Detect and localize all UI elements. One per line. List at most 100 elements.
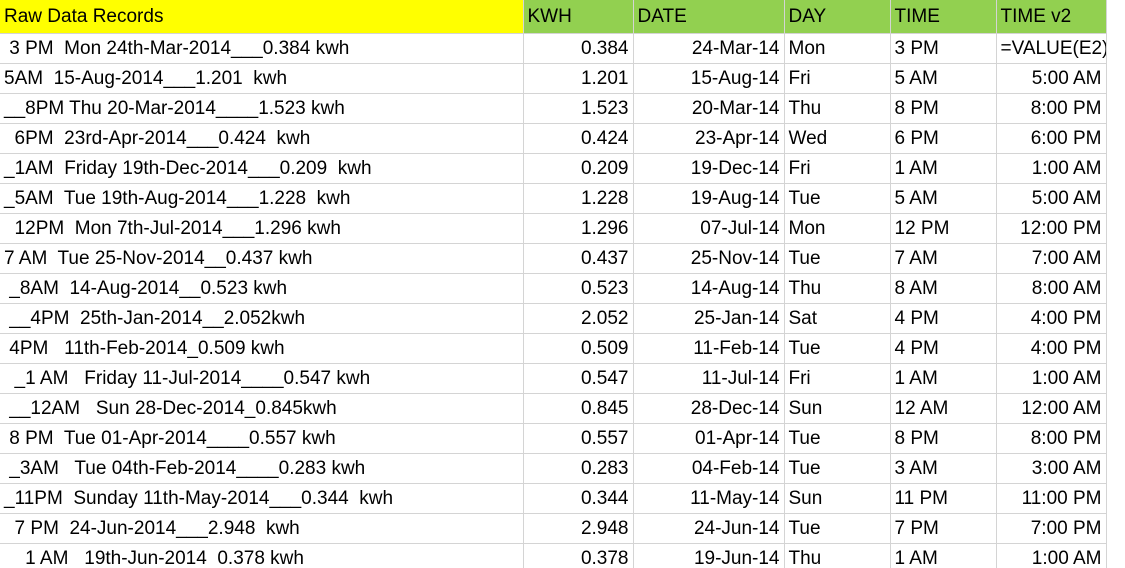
cell-time-v2[interactable]: 7:00 AM	[996, 243, 1107, 274]
cell-kwh[interactable]: 1.296	[523, 213, 634, 244]
cell-kwh[interactable]: 1.201	[523, 63, 634, 94]
cell-kwh[interactable]: 0.845	[523, 393, 634, 424]
cell-kwh[interactable]: 1.228	[523, 183, 634, 214]
cell-raw-record[interactable]: 7 AM Tue 25-Nov-2014__0.437 kwh	[0, 243, 524, 274]
cell-day[interactable]: Mon	[784, 213, 891, 244]
cell-kwh[interactable]: 0.557	[523, 423, 634, 454]
cell-time[interactable]: 12 PM	[890, 213, 997, 244]
cell-raw-record[interactable]: 8 PM Tue 01-Apr-2014____0.557 kwh	[0, 423, 524, 454]
cell-time[interactable]: 3 PM	[890, 33, 997, 64]
cell-time-v2[interactable]: 5:00 AM	[996, 183, 1107, 214]
cell-kwh[interactable]: 0.437	[523, 243, 634, 274]
header-cell-raw-data-records[interactable]: Raw Data Records	[0, 0, 524, 34]
cell-time-v2[interactable]: =VALUE(E2)	[996, 33, 1107, 64]
cell-time-v2[interactable]: 4:00 PM	[996, 303, 1107, 334]
cell-date[interactable]: 04-Feb-14	[633, 453, 785, 484]
cell-raw-record[interactable]: 12PM Mon 7th-Jul-2014___1.296 kwh	[0, 213, 524, 244]
cell-day[interactable]: Fri	[784, 153, 891, 184]
cell-day[interactable]: Tue	[784, 513, 891, 544]
cell-time-v2[interactable]: 12:00 PM	[996, 213, 1107, 244]
cell-date[interactable]: 11-Feb-14	[633, 333, 785, 364]
cell-kwh[interactable]: 0.523	[523, 273, 634, 304]
header-cell-kwh[interactable]: KWH	[523, 0, 634, 34]
cell-date[interactable]: 11-Jul-14	[633, 363, 785, 394]
header-cell-date[interactable]: DATE	[633, 0, 785, 34]
cell-date[interactable]: 24-Mar-14	[633, 33, 785, 64]
cell-time[interactable]: 1 AM	[890, 153, 997, 184]
cell-time[interactable]: 1 AM	[890, 543, 997, 568]
cell-time-v2[interactable]: 5:00 AM	[996, 63, 1107, 94]
header-cell-time[interactable]: TIME	[890, 0, 997, 34]
cell-time[interactable]: 4 PM	[890, 333, 997, 364]
cell-time-v2[interactable]: 1:00 AM	[996, 543, 1107, 568]
header-cell-time-v2[interactable]: TIME v2	[996, 0, 1107, 34]
cell-raw-record[interactable]: _3AM Tue 04th-Feb-2014____0.283 kwh	[0, 453, 524, 484]
cell-raw-record[interactable]: 7 PM 24-Jun-2014___2.948 kwh	[0, 513, 524, 544]
cell-kwh[interactable]: 1.523	[523, 93, 634, 124]
cell-date[interactable]: 20-Mar-14	[633, 93, 785, 124]
cell-kwh[interactable]: 2.948	[523, 513, 634, 544]
cell-raw-record[interactable]: _1 AM Friday 11-Jul-2014____0.547 kwh	[0, 363, 524, 394]
cell-raw-record[interactable]: _5AM Tue 19th-Aug-2014___1.228 kwh	[0, 183, 524, 214]
cell-day[interactable]: Thu	[784, 273, 891, 304]
cell-time[interactable]: 5 AM	[890, 63, 997, 94]
cell-kwh[interactable]: 0.344	[523, 483, 634, 514]
cell-raw-record[interactable]: __12AM Sun 28-Dec-2014_0.845kwh	[0, 393, 524, 424]
cell-date[interactable]: 11-May-14	[633, 483, 785, 514]
cell-raw-record[interactable]: 5AM 15-Aug-2014___1.201 kwh	[0, 63, 524, 94]
cell-time-v2[interactable]: 6:00 PM	[996, 123, 1107, 154]
cell-raw-record[interactable]: __4PM 25th-Jan-2014__2.052kwh	[0, 303, 524, 334]
cell-time[interactable]: 12 AM	[890, 393, 997, 424]
cell-day[interactable]: Fri	[784, 63, 891, 94]
cell-date[interactable]: 19-Jun-14	[633, 543, 785, 568]
cell-kwh[interactable]: 0.424	[523, 123, 634, 154]
cell-date[interactable]: 19-Aug-14	[633, 183, 785, 214]
cell-day[interactable]: Sat	[784, 303, 891, 334]
cell-time[interactable]: 3 AM	[890, 453, 997, 484]
cell-kwh[interactable]: 0.547	[523, 363, 634, 394]
cell-time-v2[interactable]: 8:00 PM	[996, 93, 1107, 124]
cell-day[interactable]: Tue	[784, 453, 891, 484]
cell-kwh[interactable]: 0.209	[523, 153, 634, 184]
header-cell-day[interactable]: DAY	[784, 0, 891, 34]
cell-raw-record[interactable]: 3 PM Mon 24th-Mar-2014___0.384 kwh	[0, 33, 524, 64]
cell-date[interactable]: 07-Jul-14	[633, 213, 785, 244]
cell-time-v2[interactable]: 11:00 PM	[996, 483, 1107, 514]
cell-raw-record[interactable]: 4PM 11th-Feb-2014_0.509 kwh	[0, 333, 524, 364]
cell-date[interactable]: 14-Aug-14	[633, 273, 785, 304]
cell-time[interactable]: 7 AM	[890, 243, 997, 274]
cell-raw-record[interactable]: _1AM Friday 19th-Dec-2014___0.209 kwh	[0, 153, 524, 184]
cell-date[interactable]: 24-Jun-14	[633, 513, 785, 544]
cell-date[interactable]: 23-Apr-14	[633, 123, 785, 154]
cell-day[interactable]: Fri	[784, 363, 891, 394]
cell-raw-record[interactable]: _8AM 14-Aug-2014__0.523 kwh	[0, 273, 524, 304]
cell-time[interactable]: 8 AM	[890, 273, 997, 304]
cell-time[interactable]: 5 AM	[890, 183, 997, 214]
cell-time[interactable]: 8 PM	[890, 93, 997, 124]
cell-time[interactable]: 11 PM	[890, 483, 997, 514]
cell-time[interactable]: 4 PM	[890, 303, 997, 334]
cell-date[interactable]: 25-Jan-14	[633, 303, 785, 334]
cell-time-v2[interactable]: 1:00 AM	[996, 363, 1107, 394]
cell-date[interactable]: 28-Dec-14	[633, 393, 785, 424]
cell-kwh[interactable]: 0.378	[523, 543, 634, 568]
cell-time[interactable]: 7 PM	[890, 513, 997, 544]
cell-time-v2[interactable]: 8:00 AM	[996, 273, 1107, 304]
cell-raw-record[interactable]: __8PM Thu 20-Mar-2014____1.523 kwh	[0, 93, 524, 124]
cell-day[interactable]: Tue	[784, 243, 891, 274]
cell-date[interactable]: 15-Aug-14	[633, 63, 785, 94]
cell-time-v2[interactable]: 1:00 AM	[996, 153, 1107, 184]
cell-raw-record[interactable]: 6PM 23rd-Apr-2014___0.424 kwh	[0, 123, 524, 154]
cell-day[interactable]: Thu	[784, 93, 891, 124]
cell-time-v2[interactable]: 12:00 AM	[996, 393, 1107, 424]
cell-date[interactable]: 19-Dec-14	[633, 153, 785, 184]
cell-time-v2[interactable]: 4:00 PM	[996, 333, 1107, 364]
cell-date[interactable]: 25-Nov-14	[633, 243, 785, 274]
cell-day[interactable]: Thu	[784, 543, 891, 568]
cell-kwh[interactable]: 0.509	[523, 333, 634, 364]
cell-day[interactable]: Tue	[784, 333, 891, 364]
cell-date[interactable]: 01-Apr-14	[633, 423, 785, 454]
cell-day[interactable]: Sun	[784, 393, 891, 424]
cell-raw-record[interactable]: _11PM Sunday 11th-May-2014___0.344 kwh	[0, 483, 524, 514]
cell-day[interactable]: Sun	[784, 483, 891, 514]
